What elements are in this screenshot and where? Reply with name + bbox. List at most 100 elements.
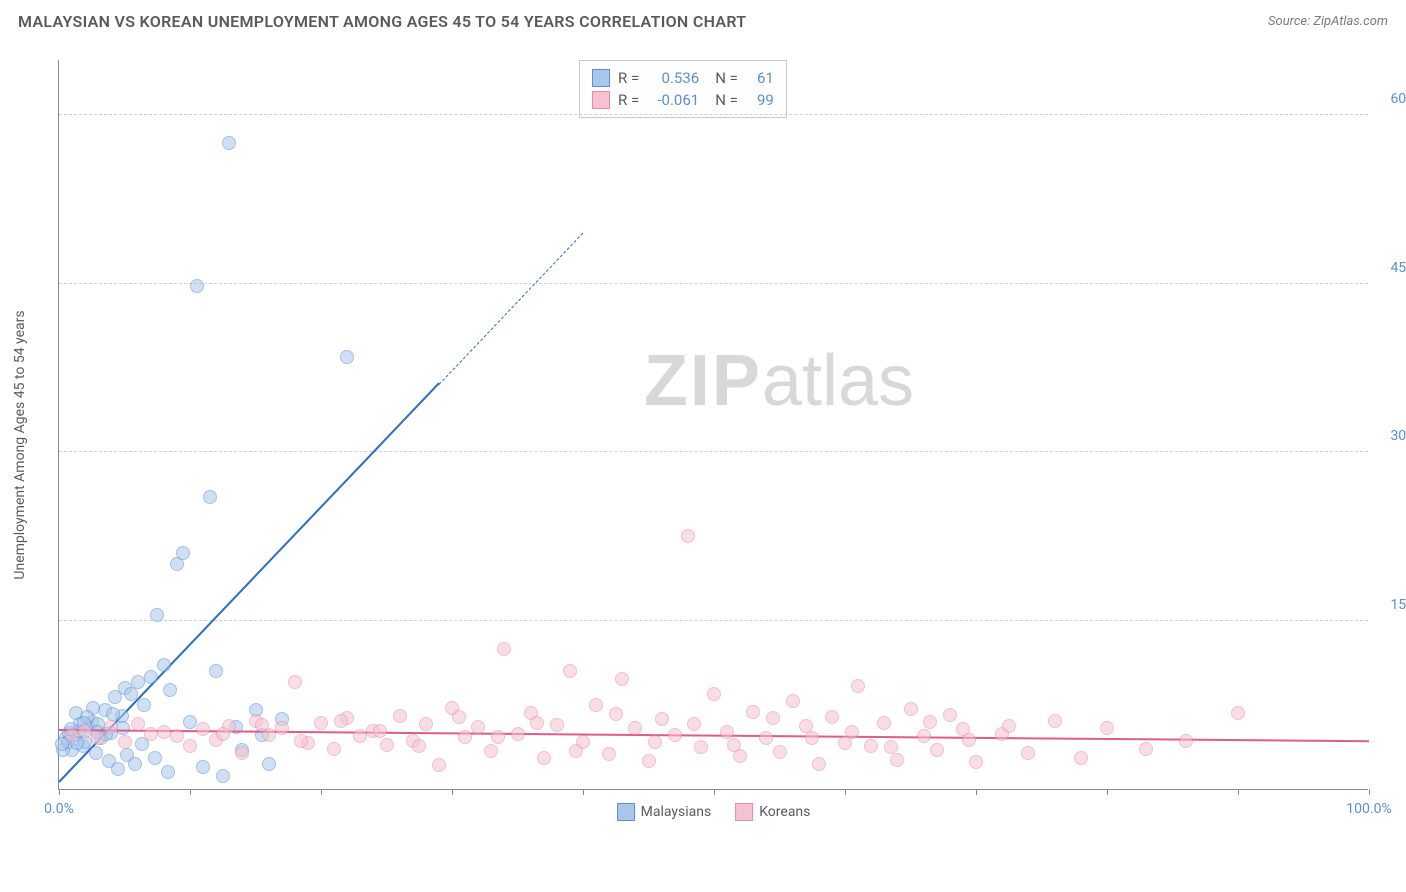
data-point	[648, 735, 662, 749]
data-point	[196, 760, 210, 774]
data-point	[106, 707, 120, 721]
data-point	[163, 683, 177, 697]
data-point	[917, 729, 931, 743]
data-point	[65, 728, 79, 742]
data-point	[930, 743, 944, 757]
data-point	[687, 717, 701, 731]
data-point	[864, 739, 878, 753]
data-point	[537, 751, 551, 765]
y-tick-label: 45.0%	[1390, 260, 1406, 276]
data-point	[655, 712, 669, 726]
data-point	[845, 725, 859, 739]
y-tick-label: 15.0%	[1390, 597, 1406, 613]
data-point	[419, 717, 433, 731]
data-point	[150, 608, 164, 622]
data-point	[203, 490, 217, 504]
chart-container: Unemployment Among Ages 45 to 54 years Z…	[48, 50, 1388, 840]
data-point	[432, 758, 446, 772]
data-point	[805, 731, 819, 745]
series-swatch	[592, 91, 610, 109]
data-point	[720, 725, 734, 739]
data-point	[128, 757, 142, 771]
x-tick	[845, 789, 846, 795]
data-point	[340, 350, 354, 364]
legend: MalaysiansKoreans	[617, 803, 811, 821]
x-tick-label: 100.0%	[1346, 801, 1391, 817]
data-point	[786, 694, 800, 708]
data-point	[471, 720, 485, 734]
data-point	[118, 735, 132, 749]
gridline	[59, 283, 1368, 284]
stats-n-value: 61	[746, 69, 774, 87]
legend-swatch	[617, 803, 635, 821]
data-point	[314, 716, 328, 730]
data-point	[137, 698, 151, 712]
x-tick	[190, 789, 191, 795]
data-point	[851, 679, 865, 693]
data-point	[131, 675, 145, 689]
data-point	[148, 751, 162, 765]
stats-n-label: N =	[715, 91, 738, 109]
x-tick	[321, 789, 322, 795]
data-point	[373, 724, 387, 738]
data-point	[393, 709, 407, 723]
data-point	[727, 738, 741, 752]
y-axis-label: Unemployment Among Ages 45 to 54 years	[12, 310, 28, 579]
data-point	[157, 658, 171, 672]
data-point	[602, 747, 616, 761]
data-point	[262, 757, 276, 771]
data-point	[190, 279, 204, 293]
data-point	[923, 715, 937, 729]
data-point	[707, 687, 721, 701]
data-point	[759, 731, 773, 745]
data-point	[1179, 734, 1193, 748]
y-tick-label: 30.0%	[1390, 428, 1406, 444]
data-point	[877, 716, 891, 730]
data-point	[1139, 742, 1153, 756]
data-point	[1231, 706, 1245, 720]
data-point	[1100, 721, 1114, 735]
x-tick	[583, 789, 584, 795]
data-point	[334, 714, 348, 728]
data-point	[255, 718, 269, 732]
stats-r-value: -0.061	[647, 91, 699, 109]
data-point	[1002, 719, 1016, 733]
data-point	[628, 721, 642, 735]
data-point	[1074, 751, 1088, 765]
data-point	[196, 722, 210, 736]
watermark: ZIPatlas	[644, 340, 914, 422]
gridline	[59, 114, 1368, 115]
data-point	[962, 733, 976, 747]
x-tick	[714, 789, 715, 795]
data-point	[288, 675, 302, 689]
data-point	[812, 757, 826, 771]
data-point	[491, 730, 505, 744]
data-point	[530, 716, 544, 730]
data-point	[615, 672, 629, 686]
data-point	[681, 529, 695, 543]
data-point	[642, 754, 656, 768]
plot-area: ZIPatlas R =0.536N =61R =-0.061N =99 Mal…	[58, 60, 1368, 790]
data-point	[294, 734, 308, 748]
chart-title: MALAYSIAN VS KOREAN UNEMPLOYMENT AMONG A…	[18, 12, 746, 31]
data-point	[694, 740, 708, 754]
x-tick	[59, 789, 60, 795]
data-point	[157, 725, 171, 739]
stats-box: R =0.536N =61R =-0.061N =99	[579, 60, 787, 118]
x-tick	[976, 789, 977, 795]
data-point	[111, 762, 125, 776]
stats-row: R =-0.061N =99	[592, 89, 774, 111]
stats-row: R =0.536N =61	[592, 67, 774, 89]
data-point	[131, 717, 145, 731]
watermark-atlas: atlas	[762, 341, 914, 421]
data-point	[104, 720, 118, 734]
data-point	[904, 702, 918, 716]
data-point	[91, 731, 105, 745]
x-tick	[1107, 789, 1108, 795]
data-point	[569, 744, 583, 758]
data-point	[884, 740, 898, 754]
x-tick	[452, 789, 453, 795]
data-point	[825, 710, 839, 724]
data-point	[412, 739, 426, 753]
trend-line-dashed	[439, 232, 584, 384]
